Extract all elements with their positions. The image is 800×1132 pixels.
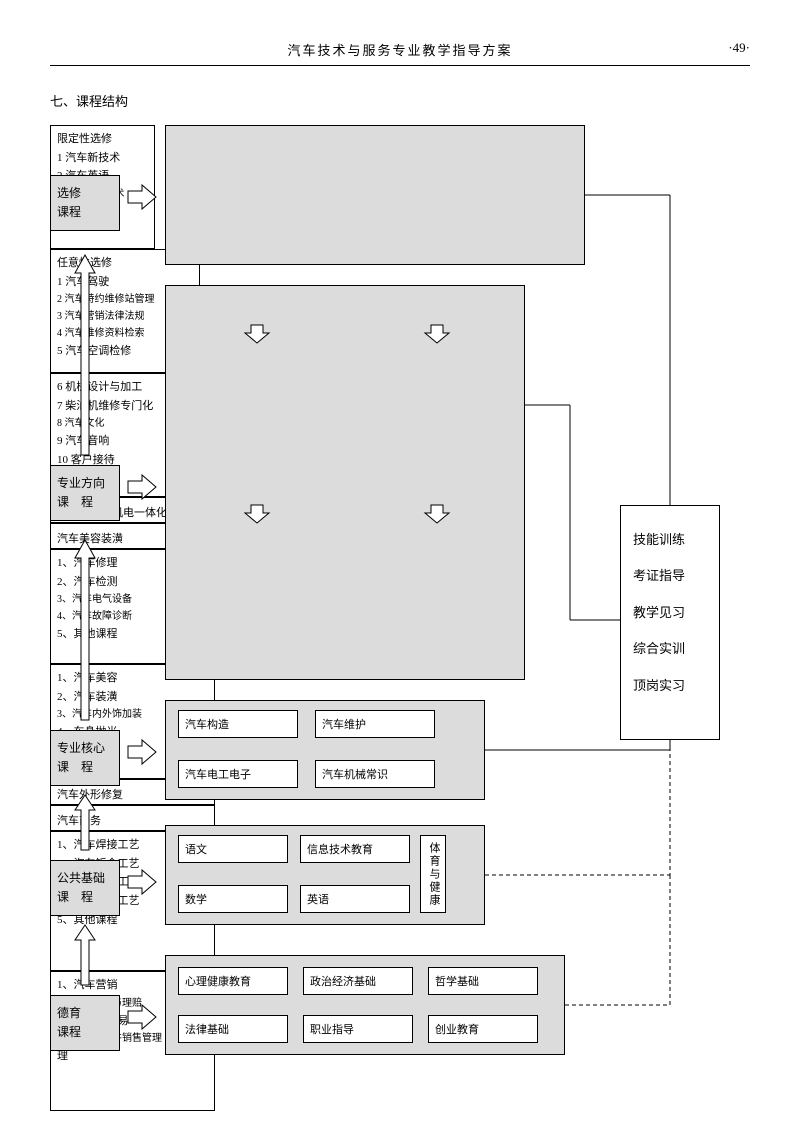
up-arrow-1 [75, 255, 95, 455]
page-number: ·49· [728, 40, 750, 56]
public-c3: 数学 [178, 885, 288, 913]
moral-c6: 创业教育 [428, 1015, 538, 1043]
direction-panel [165, 285, 525, 680]
moral-c2: 政治经济基础 [303, 967, 413, 995]
arrow-right-2 [128, 475, 158, 499]
label-moral: 德育课程 [50, 995, 120, 1051]
core-c3: 汽车电工电子 [178, 760, 298, 788]
label-public: 公共基础课 程 [50, 860, 120, 916]
core-c2: 汽车维护 [315, 710, 435, 738]
elective-panel [165, 125, 585, 265]
arrow-right-3 [128, 740, 158, 764]
public-c4: 英语 [300, 885, 410, 913]
up-arrow-4 [75, 925, 95, 985]
public-c1: 语文 [178, 835, 288, 863]
down-arrow-3 [245, 505, 269, 523]
label-elective: 选修课程 [50, 175, 120, 231]
public-c2: 信息技术教育 [300, 835, 410, 863]
up-arrow-2 [75, 540, 95, 720]
core-c1: 汽车构造 [178, 710, 298, 738]
label-core: 专业核心课 程 [50, 730, 120, 786]
up-arrow-3 [75, 795, 95, 850]
moral-c5: 职业指导 [303, 1015, 413, 1043]
public-side: 体育与健康 [420, 835, 446, 913]
label-direction: 专业方向课 程 [50, 465, 120, 521]
right-panel: 技能训练 考证指导 教学见习 综合实训 顶岗实习 [620, 505, 720, 740]
arrow-right-5 [128, 1005, 158, 1029]
moral-c1: 心理健康教育 [178, 967, 288, 995]
arrow-right-4 [128, 870, 158, 894]
down-arrow-1 [245, 325, 269, 343]
page-title: 汽车技术与服务专业教学指导方案 [287, 43, 512, 58]
curriculum-diagram: 选修课程 专业方向课 程 专业核心课 程 公共基础课 程 德育课程 限定性选修 … [50, 125, 740, 1085]
core-c4: 汽车机械常识 [315, 760, 435, 788]
down-arrow-4 [425, 505, 449, 523]
down-arrow-2 [425, 325, 449, 343]
arrow-right-1 [128, 185, 158, 209]
moral-c3: 哲学基础 [428, 967, 538, 995]
moral-c4: 法律基础 [178, 1015, 288, 1043]
section-title: 七、课程结构 [50, 91, 750, 110]
